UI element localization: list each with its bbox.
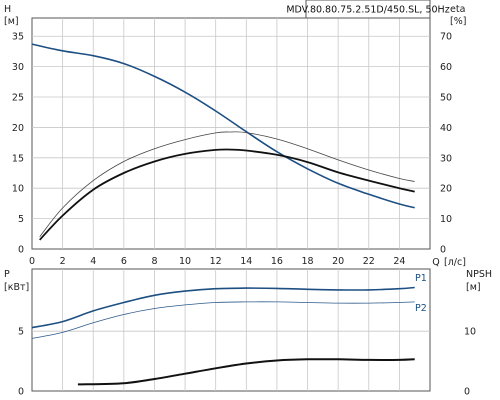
head-curve [31, 43, 415, 209]
x-tick-label: 14 [240, 256, 252, 267]
head-tick-label: 20 [12, 123, 24, 134]
efficiency-curve-thin [39, 131, 415, 238]
power-tick-label: 5 [18, 327, 24, 338]
efficiency-tick-label: 30 [440, 153, 452, 164]
power-axis-unit: [кВт] [4, 282, 29, 293]
efficiency-axis-label: eta [450, 4, 465, 15]
head-tick-label: 10 [12, 184, 24, 195]
head-tick-label: 5 [18, 214, 24, 225]
npsh-axis-unit: [м] [466, 282, 481, 293]
efficiency-tick-label: 20 [440, 184, 452, 195]
x-tick-label: 4 [90, 256, 96, 267]
p2-series-label: P2 [415, 303, 427, 314]
efficiency-tick-label: 10 [440, 214, 452, 225]
chart-title: MDV.80.80.75.2.51D/450.SL, 50Hz [286, 5, 449, 16]
x-tick-label: 22 [363, 256, 375, 267]
x-tick-label: 20 [332, 256, 344, 267]
flow-axis-label: Q [432, 257, 439, 268]
npsh-axis-label: NPSH [466, 269, 492, 280]
efficiency-tick-label: 40 [440, 123, 452, 134]
efficiency-tick-label: 60 [440, 62, 452, 73]
x-tick-label: 12 [210, 256, 222, 267]
p2-power-curve [31, 301, 415, 339]
top-chart-ticks: 0 2 4 6 8 10 12 14 16 18 20 22 240510152025303501020… [12, 32, 452, 267]
head-tick-label: 0 [18, 245, 24, 256]
x-tick-label: 2 [60, 256, 66, 267]
efficiency-tick-label: 50 [440, 93, 452, 104]
x-tick-label: 8 [151, 256, 157, 267]
efficiency-axis-unit: [%] [450, 16, 466, 27]
x-tick-label: 10 [179, 256, 191, 267]
npsh-curve [77, 358, 415, 386]
flow-axis-unit: [л/с] [444, 257, 466, 268]
head-tick-label: 15 [12, 153, 24, 164]
x-tick-label: 16 [271, 256, 283, 267]
efficiency-tick-label: 0 [440, 245, 446, 256]
head-tick-label: 35 [12, 32, 24, 43]
bottom-chart-grid [32, 269, 430, 391]
top-chart-frame [31, 17, 431, 250]
p1-power-curve [31, 286, 415, 329]
title-box [305, 0, 431, 19]
efficiency-curve-main [39, 148, 415, 241]
bottom-chart-ticks: 0 5 0 10 [18, 327, 476, 398]
head-axis-label: H [4, 4, 11, 15]
head-axis-unit: [м] [4, 16, 19, 27]
npsh-tick-label: 10 [464, 327, 476, 338]
head-tick-label: 25 [12, 93, 24, 104]
p1-series-label: P1 [415, 273, 427, 284]
x-tick-label: 0 [29, 256, 35, 267]
x-tick-label: 24 [393, 256, 405, 267]
power-axis-label: P [4, 269, 10, 280]
top-chart-grid [32, 18, 430, 249]
npsh-tick-label: 0 [464, 387, 470, 398]
x-tick-label: 6 [121, 256, 127, 267]
bottom-chart-series [31, 286, 415, 386]
head-tick-label: 30 [12, 62, 24, 73]
efficiency-tick-label: 70 [440, 32, 452, 43]
power-tick-label: 0 [18, 387, 24, 398]
x-tick-label: 18 [301, 256, 313, 267]
top-chart-series [31, 43, 415, 241]
bottom-chart-frame [31, 268, 431, 392]
